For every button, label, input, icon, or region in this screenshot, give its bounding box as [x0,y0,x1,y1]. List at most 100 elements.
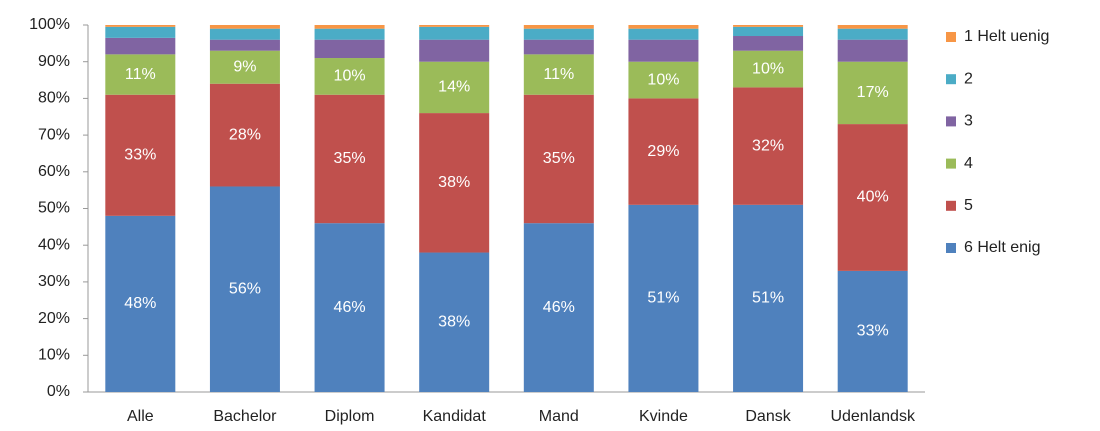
bar-segment [837,25,908,29]
value-label: 32% [752,137,784,154]
bar-segment [523,54,594,95]
value-label: 10% [752,60,784,77]
y-tick-label: 20% [38,310,70,327]
bar-segment [314,25,385,29]
bar-segment [523,39,594,55]
value-label: 40% [857,189,889,206]
bar-segment [733,87,804,205]
value-label: 35% [543,150,575,167]
legend-label: 2 [964,70,973,87]
bar-segment [209,28,280,40]
x-tick-label: Diplom [325,408,375,425]
bar-segment [523,25,594,29]
legend-swatch [946,32,956,42]
bar-segment [314,28,385,40]
bar-segment [314,39,385,59]
y-tick-label: 40% [38,236,70,253]
y-tick-label: 70% [38,126,70,143]
x-tick-label: Dansk [745,408,791,425]
bar-segment [209,39,280,51]
bar-segment [628,39,699,62]
value-label: 29% [647,143,679,160]
y-tick-label: 0% [47,383,70,400]
bar-segment [314,94,385,224]
legend-label: 3 [964,113,973,130]
legend-label: 4 [964,155,973,172]
value-label: 33% [124,147,156,164]
legend-swatch [946,116,956,127]
value-label: 56% [229,280,261,297]
bar-segment [837,270,908,392]
bar-segment [209,186,280,392]
x-tick-label: Kandidat [423,408,487,425]
legend-swatch [946,200,956,211]
value-label: 14% [438,79,470,96]
bar-segment [314,223,385,392]
value-label: 38% [438,313,470,330]
bar-segment [209,83,280,187]
bar-segment [523,223,594,392]
bar-segment [419,39,490,62]
bar-segment [733,36,804,51]
bar-segment [837,39,908,62]
y-tick-label: 90% [38,53,70,70]
value-label: 17% [857,84,889,101]
bar-segment [628,204,699,392]
y-tick-label: 50% [38,200,70,217]
bar-segment [733,25,804,27]
y-tick-label: 100% [29,16,70,33]
bar-segment [209,50,280,84]
bar-segment [105,94,176,216]
value-label: 10% [334,68,366,85]
bar-segment [837,124,908,271]
x-tick-label: Alle [127,408,154,425]
bar-segment [105,215,176,392]
bar-segment [419,113,490,253]
bar-segment [523,28,594,40]
x-tick-label: Bachelor [213,408,277,425]
value-label: 51% [752,290,784,307]
y-tick-label: 60% [38,163,70,180]
value-label: 35% [334,150,366,167]
bar-segment [314,58,385,95]
bar-segment [628,61,699,99]
legend-swatch [946,243,956,253]
bar-segment [105,37,176,55]
value-label: 9% [233,58,256,75]
value-label: 10% [647,71,679,88]
bar-segment [419,26,490,40]
y-tick-label: 10% [38,347,70,364]
bar-segment [105,26,176,38]
legend-swatch [946,158,956,169]
bar-segment [209,25,280,29]
legend-label: 6 Helt enig [964,239,1041,256]
bar-segment [733,50,804,88]
bar-segment [733,26,804,37]
bar-segment [733,204,804,392]
y-tick-label: 30% [38,273,70,290]
value-label: 51% [647,290,679,307]
x-tick-label: Udenlandsk [830,408,916,425]
legend-label: 1 Helt uenig [964,28,1049,45]
bar-segment [628,28,699,40]
y-tick-label: 80% [38,90,70,107]
value-label: 28% [229,126,261,143]
value-label: 48% [124,295,156,312]
bar-segment [523,94,594,224]
x-tick-label: Kvinde [639,408,688,425]
bar-segment [419,252,490,392]
bar-segment [628,25,699,29]
bar-segment [837,28,908,40]
bar-segment [419,61,490,114]
bar-segment [837,61,908,125]
legend-swatch [946,74,956,85]
bar-segment [105,54,176,95]
x-tick-label: Mand [539,408,579,425]
bar-segment [628,98,699,205]
value-label: 11% [125,66,156,83]
value-label: 46% [334,299,366,316]
value-label: 11% [543,66,574,83]
legend-label: 5 [964,197,973,214]
bar-segment [419,25,490,27]
